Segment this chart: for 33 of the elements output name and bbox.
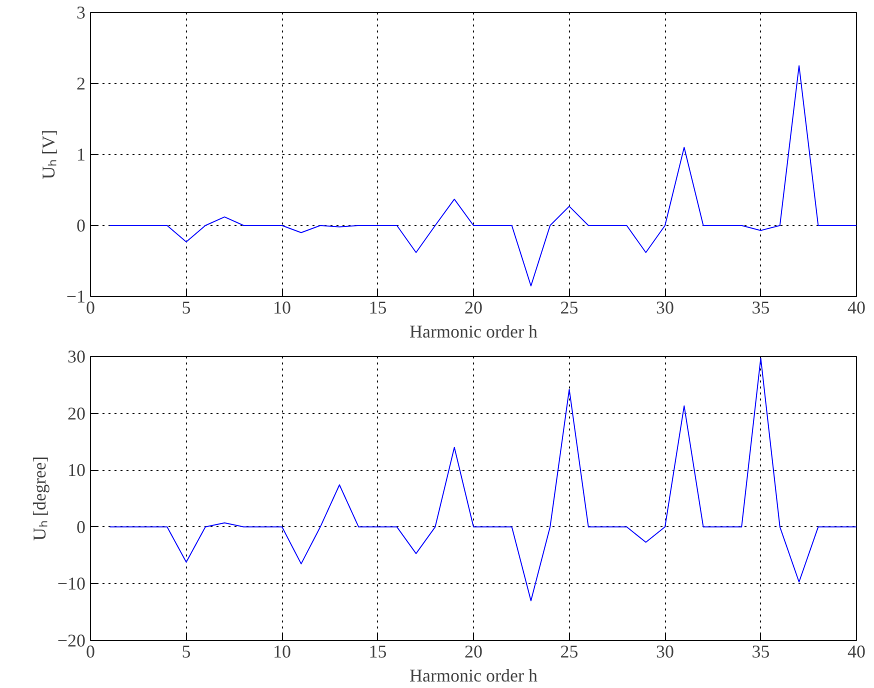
x-tick-label: 35 — [752, 642, 770, 662]
x-tick-label: 10 — [273, 642, 291, 662]
x-tick-label: 40 — [848, 298, 866, 318]
line-series — [109, 358, 856, 602]
y-tick-label: 0 — [76, 216, 86, 236]
y-tick-label: 2 — [76, 74, 86, 94]
y-tick-label: 3 — [76, 2, 86, 22]
y-axis-title: Uₕ [degree] — [29, 456, 50, 541]
y-tick-label: 0 — [76, 516, 86, 537]
y-tick-label: −1 — [66, 286, 86, 306]
x-tick-label: 25 — [560, 642, 578, 662]
x-axis-title: Harmonic order h — [410, 322, 538, 342]
x-tick-label: 15 — [368, 298, 387, 318]
x-axis-title: Harmonic order h — [410, 666, 538, 686]
y-tick-label: 1 — [76, 144, 86, 164]
x-tick-label: 40 — [848, 642, 866, 662]
y-tick-label: −10 — [57, 574, 86, 594]
line-series — [109, 65, 856, 286]
y-tick-label: 10 — [68, 460, 86, 480]
x-tick-label: 20 — [464, 298, 482, 318]
x-tick-label: 5 — [182, 642, 191, 662]
x-tick-label: 20 — [464, 642, 482, 662]
x-tick-label: 30 — [656, 298, 674, 318]
x-tick-label: 5 — [182, 298, 191, 318]
x-tick-label: 15 — [368, 642, 387, 662]
y-tick-label: 20 — [68, 403, 86, 424]
x-tick-label: 10 — [273, 298, 291, 318]
y-tick-label: −20 — [57, 630, 86, 650]
y-axis-title: Uₕ [V] — [38, 130, 58, 180]
x-tick-label: 35 — [752, 298, 770, 318]
x-tick-label: 30 — [656, 642, 674, 662]
y-tick-label: 30 — [68, 346, 86, 366]
x-tick-label: 25 — [560, 298, 578, 318]
